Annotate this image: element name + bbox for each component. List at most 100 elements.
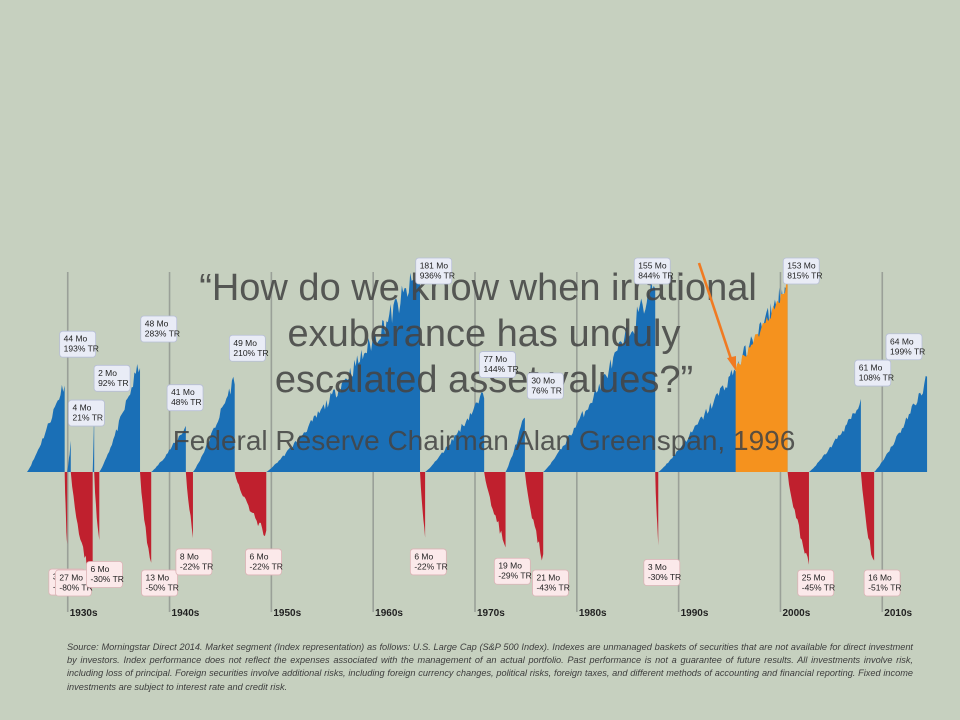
callout-box	[643, 559, 681, 586]
callout-box	[228, 334, 266, 362]
callout-box	[782, 257, 820, 285]
callout-box	[68, 399, 105, 427]
bull-market-area	[543, 279, 656, 472]
callout-months: 155 Mo	[638, 261, 667, 271]
callout-return: -30% TR	[91, 574, 124, 584]
bubble-highlight-area	[735, 279, 788, 472]
callout-months: 21 Mo	[536, 572, 560, 582]
callout-return: 48% TR	[171, 397, 202, 407]
callout-return: -80% TR	[59, 583, 92, 593]
bull-market-area	[808, 398, 861, 472]
decade-label: 1970s	[477, 608, 505, 619]
callout-box	[415, 257, 453, 285]
bear-market-area	[655, 472, 659, 546]
source-disclaimer: Source: Morningstar Direct 2014. Market …	[67, 642, 913, 692]
bear-callout: 6 Mo-22% TR	[245, 548, 283, 576]
callout-return: 76% TR	[531, 386, 562, 396]
bear-callout: 6 Mo-22% TR	[409, 548, 448, 576]
callout-months: 41 Mo	[171, 387, 195, 397]
callout-box	[885, 333, 923, 361]
callout-return: -29% TR	[498, 571, 531, 581]
bear-market-area	[524, 472, 544, 561]
arrow-head	[727, 356, 736, 371]
callout-return: -51% TR	[868, 583, 901, 593]
greenspan-quote: “How do we know when irrational exuberan…	[173, 267, 796, 456]
bear-market-area	[64, 472, 68, 545]
callout-months: 64 Mo	[890, 336, 914, 346]
decade-label: 1930s	[70, 608, 98, 619]
bear-callout: 16 Mo-51% TR	[863, 569, 902, 597]
callout-months: 13 Mo	[146, 573, 170, 583]
callout-months: 153 Mo	[787, 261, 816, 271]
arrow-shaft	[697, 262, 734, 363]
callout-box	[59, 330, 97, 358]
callout-return: 108% TR	[859, 373, 894, 383]
callout-months: 16 Mo	[868, 573, 892, 583]
callout-return: 144% TR	[483, 364, 518, 374]
callout-months: 19 Mo	[498, 561, 522, 571]
callout-return: -22% TR	[180, 561, 213, 571]
callout-box	[86, 561, 123, 588]
callout-return: 210% TR	[233, 348, 268, 358]
callout-return: 815% TR	[787, 271, 822, 281]
callout-months: 3 Mo	[648, 562, 667, 572]
bear-market-area	[140, 472, 152, 563]
callout-months: 4 Mo	[72, 403, 91, 413]
callout-months: 6 Mo	[91, 564, 110, 574]
callout-box	[532, 569, 569, 597]
callout-months: 49 Mo	[233, 338, 257, 348]
callout-months: 2 Mo	[98, 368, 117, 378]
callout-box	[245, 548, 282, 576]
decade-label: 2010s	[884, 608, 912, 619]
callout-months: 77 Mo	[483, 354, 507, 364]
callout-return: 199% TR	[890, 346, 925, 356]
callout-months: 181 Mo	[420, 261, 449, 271]
bear-callout: 3 Mo-30% TR	[643, 559, 681, 586]
callout-box	[140, 315, 178, 343]
bear-market-area	[185, 472, 193, 539]
callout-box	[141, 569, 178, 597]
callout-months: 25 Mo	[802, 573, 826, 583]
quote-line-2: exuberance has unduly	[288, 313, 681, 355]
callout-return: -30% TR	[648, 572, 681, 582]
callout-return: -50% TR	[146, 583, 179, 593]
callout-return: -22% TR	[250, 561, 283, 571]
callout-box	[166, 384, 204, 412]
bull-market-area	[505, 417, 525, 472]
callout-months: 61 Mo	[859, 363, 883, 373]
bull-market-area	[92, 409, 95, 472]
decade-label: 1990s	[681, 608, 709, 619]
bull-market-area	[27, 384, 65, 472]
bear-callout: 19 Mo-29% TR	[493, 557, 532, 585]
callout-return: -22% TR	[414, 561, 447, 571]
bear-callout: 6 Mo-30% TR	[86, 561, 124, 588]
bull-market-area	[151, 425, 186, 472]
callout-months: 30 Mo	[531, 376, 555, 386]
callout-months: 6 Mo	[414, 551, 433, 561]
bear-callout: 8 Mo-22% TR	[175, 548, 213, 576]
callout-return: -43% TR	[536, 582, 569, 592]
bull-market-area	[425, 392, 485, 472]
callout-months: 27 Mo	[59, 573, 83, 583]
bear-market-area	[787, 472, 809, 565]
callout-return: -45% TR	[802, 583, 835, 593]
decade-label: 1940s	[172, 608, 200, 619]
bear-market-area	[860, 472, 875, 561]
callout-months: 6 Mo	[250, 551, 269, 561]
callout-box	[493, 557, 531, 585]
bear-callout: 21 Mo-43% TR	[532, 569, 570, 597]
